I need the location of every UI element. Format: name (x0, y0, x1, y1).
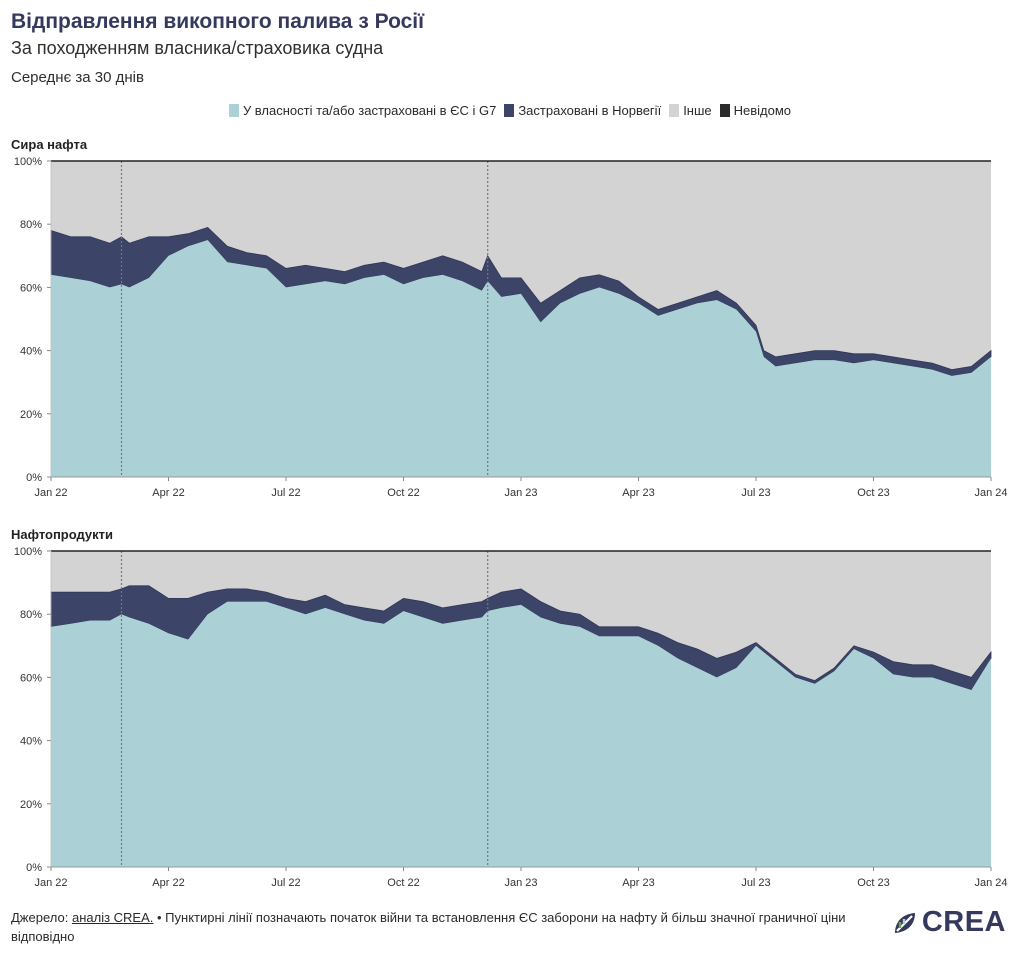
legend: У власності та/або застраховані в ЄС і G… (0, 103, 1020, 118)
legend-swatch-other (669, 104, 680, 117)
crude-oil-chart: 0% 20% 40% 60% 80% 100% Jan 22 Apr 22 Jul 22 Oct … (14, 156, 1008, 499)
area-eu-g7-0 (51, 240, 991, 477)
x-tick-label: Apr 23 (622, 487, 654, 499)
logo-text: CREA (921, 906, 1006, 938)
y-tick-label: 40% (20, 346, 42, 358)
y-tick-label: 0% (26, 862, 42, 874)
chart-title: Відправлення викопного палива з Росії (11, 10, 425, 33)
y-tick-label: 80% (20, 219, 42, 231)
source-label: Джерело: (11, 910, 69, 925)
y-tick-label: 80% (20, 609, 42, 621)
x-tick-label: Jan 24 (974, 877, 1007, 889)
legend-item-other[interactable]: Інше (669, 103, 712, 118)
legend-item-eu-g7[interactable]: У власності та/або застраховані в ЄС і G… (228, 103, 497, 118)
panel-title-products: Нафтопродукти (11, 527, 114, 542)
area-eu-g7-1 (51, 601, 991, 867)
x-tick-label: Jan 22 (34, 877, 67, 889)
x-tick-label: Apr 23 (622, 877, 654, 889)
source-link[interactable]: аналіз CREA. (71, 910, 154, 925)
x-tick-label: Jul 22 (271, 487, 300, 499)
x-tick-label: Apr 22 (152, 877, 184, 889)
area-other-1 (51, 551, 991, 681)
chart-subtitle: За походженням власника/страховика судна (11, 38, 384, 58)
x-tick-label: Oct 22 (387, 877, 419, 889)
x-tick-label: Jan 23 (504, 877, 537, 889)
x-tick-label: Jan 22 (34, 487, 67, 499)
y-tick-label: 20% (20, 799, 42, 811)
footer-note: Джерело: аналіз CREA. • Пунктирні лінії … (11, 908, 881, 946)
x-tick-label: Apr 22 (152, 487, 184, 499)
y-tick-label: 100% (14, 546, 42, 558)
legend-swatch-norway (504, 104, 515, 117)
y-tick-label: 100% (14, 156, 42, 168)
legend-label-unknown: Невідомо (733, 103, 792, 118)
legend-item-unknown[interactable]: Невідомо (719, 103, 792, 118)
y-tick-label: 20% (20, 409, 42, 421)
x-tick-label: Jul 23 (741, 877, 770, 889)
x-tick-label: Jul 23 (741, 487, 770, 499)
x-tick-label: Jul 22 (271, 877, 300, 889)
legend-swatch-unknown (719, 104, 730, 117)
x-tick-label: Oct 23 (857, 487, 889, 499)
footer-text: • Пунктирні лінії позначають початок вій… (11, 910, 846, 944)
y-tick-label: 40% (20, 736, 42, 748)
x-tick-label: Oct 23 (857, 877, 889, 889)
legend-label-norway: Застраховані в Норвегії (518, 103, 662, 118)
crea-logo[interactable]: CREA (892, 906, 1006, 939)
y-tick-label: 60% (20, 672, 42, 684)
area-other-0 (51, 161, 991, 370)
legend-item-norway[interactable]: Застраховані в Норвегії (504, 103, 661, 118)
y-tick-label: 60% (20, 282, 42, 294)
x-tick-label: Jan 24 (974, 487, 1007, 499)
legend-label-other: Інше (683, 103, 712, 118)
averaging-note: Середнє за 30 днів (11, 69, 144, 86)
x-tick-label: Jan 23 (504, 487, 537, 499)
panel-title-crude: Сира нафта (11, 137, 88, 152)
legend-label-eu-g7: У власності та/або застраховані в ЄС і G… (242, 103, 497, 118)
y-tick-label: 0% (26, 472, 42, 484)
crea-leaf-icon (894, 912, 915, 933)
legend-swatch-eu-g7 (228, 104, 239, 117)
oil-products-chart: 0% 20% 40% 60% 80% 100% Jan 22 Apr 22 Jul 22 Oct … (14, 546, 1008, 889)
x-tick-label: Oct 22 (387, 487, 419, 499)
